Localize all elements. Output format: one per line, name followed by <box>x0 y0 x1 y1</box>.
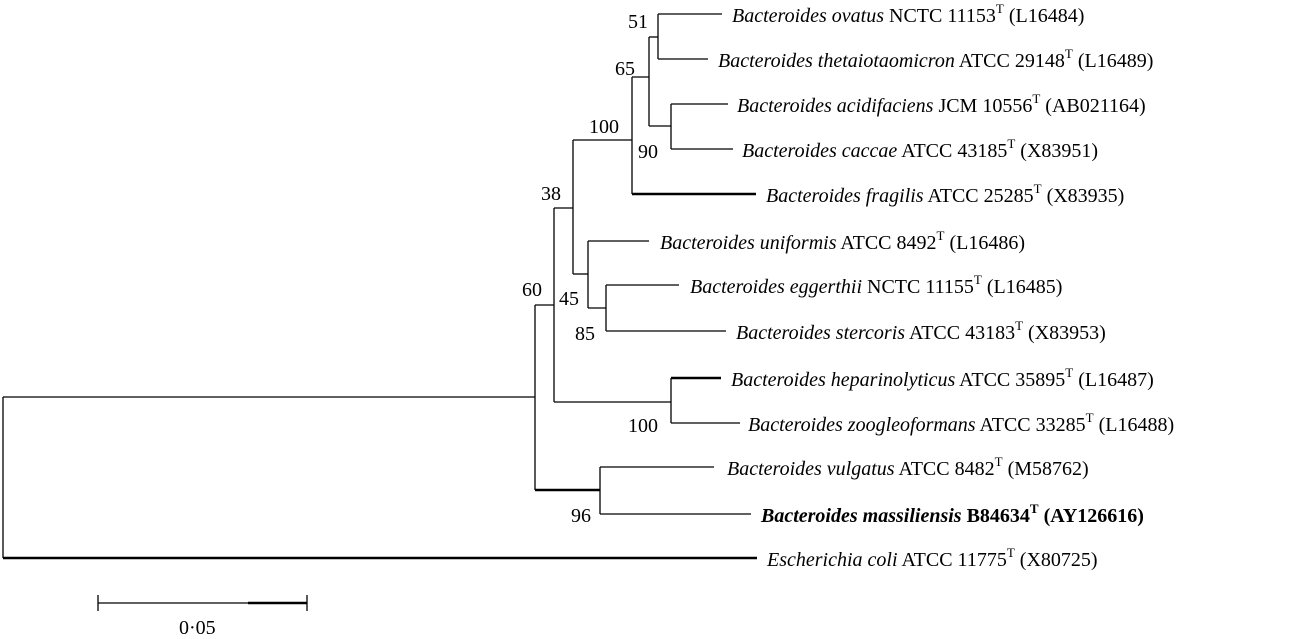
bootstrap-label: 100 <box>628 415 658 437</box>
taxon-labels: Bacteroides ovatus NCTC 11153T (L16484) … <box>660 1 1174 571</box>
taxon-label: Bacteroides stercoris ATCC 43183T (X8395… <box>736 318 1106 344</box>
taxon-label: Bacteroides ovatus NCTC 11153T (L16484) <box>732 1 1084 27</box>
taxon-label: Bacteroides acidifaciens JCM 10556T (AB0… <box>737 91 1146 117</box>
taxon-label: Bacteroides heparinolyticus ATCC 35895T … <box>731 365 1154 391</box>
taxon-label-highlighted: Bacteroides massiliensis B84634T (AY1266… <box>760 501 1144 527</box>
taxon-label: Bacteroides caccae ATCC 43185T (X83951) <box>742 136 1098 162</box>
taxon-label: Bacteroides thetaiotaomicron ATCC 29148T… <box>718 46 1153 72</box>
bootstrap-label: 38 <box>541 183 561 205</box>
taxon-label: Bacteroides uniformis ATCC 8492T (L16486… <box>660 228 1025 254</box>
bootstrap-label: 85 <box>575 323 595 345</box>
taxon-label: Bacteroides eggerthii NCTC 11155T (L1648… <box>690 272 1062 298</box>
bootstrap-label: 96 <box>571 505 591 527</box>
tree-branches <box>2 13 757 560</box>
taxon-label: Escherichia coli ATCC 11775T (X80725) <box>766 545 1098 571</box>
taxon-label: Bacteroides zoogleoformans ATCC 33285T (… <box>748 410 1174 436</box>
scale-bar: 0·05 <box>97 595 308 639</box>
bootstrap-label: 65 <box>615 58 635 80</box>
bootstrap-label: 51 <box>628 11 648 33</box>
scale-bar-label: 0·05 <box>179 617 216 639</box>
bootstrap-label: 60 <box>522 279 542 301</box>
bootstrap-label: 100 <box>589 116 619 138</box>
taxon-label: Bacteroides vulgatus ATCC 8482T (M58762) <box>727 454 1089 480</box>
bootstrap-label: 90 <box>638 141 658 163</box>
taxon-label: Bacteroides fragilis ATCC 25285T (X83935… <box>766 181 1124 207</box>
bootstrap-values: 51 65 100 90 38 45 85 60 100 96 <box>522 11 658 527</box>
bootstrap-label: 45 <box>559 288 579 310</box>
